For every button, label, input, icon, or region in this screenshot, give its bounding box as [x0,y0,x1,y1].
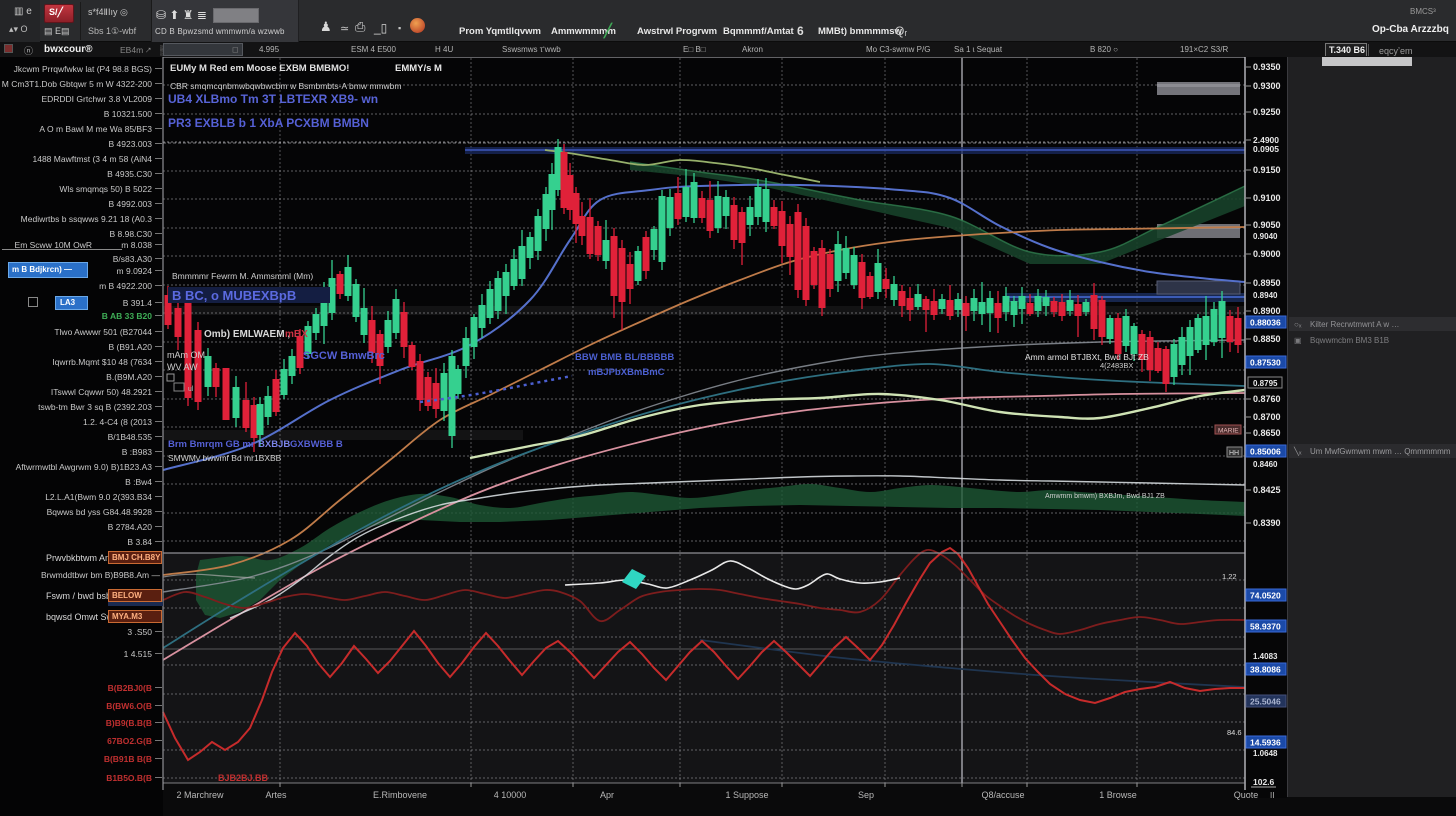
svg-text:102.6: 102.6 [1253,777,1275,787]
svg-text:58.9370: 58.9370 [1250,622,1281,632]
svg-text:0.9250: 0.9250 [1253,107,1281,117]
svg-text:0.8700: 0.8700 [1253,412,1281,422]
svg-text:E.Rimbovene: E.Rimbovene [373,790,427,800]
svg-text:BJB2BJ.BB: BJB2BJ.BB [218,773,269,783]
svg-text:38.8086: 38.8086 [1250,665,1281,675]
svg-text:1 Suppose: 1 Suppose [725,790,768,800]
svg-text:mBJPbXBmBmC: mBJPbXBmBmC [588,367,665,378]
svg-text:14.5936: 14.5936 [1250,738,1281,748]
svg-text:0.8760: 0.8760 [1253,394,1281,404]
svg-text:1.0648: 1.0648 [1253,749,1278,758]
svg-text:II: II [1270,791,1274,800]
svg-text:0.87530: 0.87530 [1250,358,1281,368]
svg-text:0.8390: 0.8390 [1253,518,1281,528]
svg-text:0.9150: 0.9150 [1253,165,1281,175]
svg-text:Amm armol BTJBXt, Bwd BJt ZB: Amm armol BTJBXt, Bwd BJt ZB [1025,352,1149,362]
svg-text:0.8950: 0.8950 [1253,278,1281,288]
svg-text:B BC, o MUBEXBpB: B BC, o MUBEXBpB [172,288,296,303]
svg-text:UB4 XLBmo Tm 3T LBTEXR XB9- wn: UB4 XLBmo Tm 3T LBTEXR XB9- wn [168,92,378,106]
svg-text:Bmmmmr Fewrm M. Ammsmml (Mm): Bmmmmr Fewrm M. Ammsmml (Mm) [172,271,313,281]
svg-text:25.5046: 25.5046 [1250,697,1281,707]
svg-text:0.9300: 0.9300 [1253,81,1281,91]
svg-text:BXBJB: BXBJB [258,439,290,450]
svg-text:0.8795: 0.8795 [1253,379,1278,388]
svg-text:mBX: mBX [285,329,308,340]
svg-text:SGCW BmwBrc: SGCW BmwBrc [303,350,385,362]
svg-text:2.4900: 2.4900 [1253,135,1279,145]
svg-text:SMWMy bwwmf Bd mr1BXBB: SMWMy bwwmf Bd mr1BXBB [168,453,282,463]
svg-text:Amwmm bmwm) BXBJm, Bwd BJ1 ZB: Amwmm bmwm) BXBJm, Bwd BJ1 ZB [1045,493,1165,500]
svg-text:HH: HH [1229,450,1239,457]
svg-text:EMMY/s M: EMMY/s M [395,63,442,74]
svg-text:0.8460: 0.8460 [1253,460,1278,469]
svg-text:GXBWBB B: GXBWBB B [290,439,343,450]
svg-text:0.8425: 0.8425 [1253,485,1281,495]
svg-text:4(2483BX: 4(2483BX [1100,361,1133,370]
svg-text:0.8850: 0.8850 [1253,334,1281,344]
svg-text:Apr: Apr [600,790,614,800]
svg-text:1.22: 1.22 [1222,572,1237,581]
svg-text:Quote: Quote [1234,790,1259,800]
svg-text:0.8650: 0.8650 [1253,428,1281,438]
svg-text:0.9000: 0.9000 [1253,249,1281,259]
svg-text:0.9050: 0.9050 [1253,220,1281,230]
svg-text:PR3 EXBLB b 1 XbA PCXBM BMBN: PR3 EXBLB b 1 XbA PCXBM BMBN [168,116,369,130]
svg-text:MARIE: MARIE [1218,428,1239,435]
svg-text:CBR smqmcqnbmwbqwbwcbm w Bsmbm: CBR smqmcqnbmwbqwbwcbm w Bsmbmbts-A bmw … [170,81,401,91]
svg-text:Artes: Artes [265,790,287,800]
svg-text:EUMy M Red em Moose EXBM BMBMO: EUMy M Red em Moose EXBM BMBMO! [170,63,349,74]
svg-text:0.88036: 0.88036 [1250,318,1281,328]
svg-text:ul: ul [188,386,194,393]
svg-text:0.8900: 0.8900 [1253,306,1281,316]
svg-text:mAm OM: mAm OM [167,350,205,360]
svg-text:0.9350: 0.9350 [1253,62,1281,72]
svg-text:0.0905: 0.0905 [1253,144,1279,154]
svg-text:BBW BMB BL/BBBBB: BBW BMB BL/BBBBB [575,352,674,363]
svg-text:84.6: 84.6 [1227,728,1242,737]
svg-text:1.4083: 1.4083 [1253,652,1278,661]
svg-text:1 Browse: 1 Browse [1099,790,1137,800]
svg-text:4 10000: 4 10000 [494,790,527,800]
svg-text:0.9040: 0.9040 [1253,232,1278,241]
svg-text:2 Marchrew: 2 Marchrew [176,790,224,800]
svg-text:0.9100: 0.9100 [1253,193,1281,203]
svg-text:Brm Bmrqm GB mr: Brm Bmrqm GB mr [168,439,255,450]
svg-text:0.8940: 0.8940 [1253,291,1278,300]
svg-text:74.0520: 74.0520 [1250,591,1281,601]
svg-text:Q8/accuse: Q8/accuse [981,790,1024,800]
svg-text:Omb) EMLWAEM ,: Omb) EMLWAEM , [204,329,290,340]
svg-text:Sep: Sep [858,790,874,800]
svg-text:0.85006: 0.85006 [1250,447,1281,457]
svg-text:WV AW: WV AW [167,362,198,372]
